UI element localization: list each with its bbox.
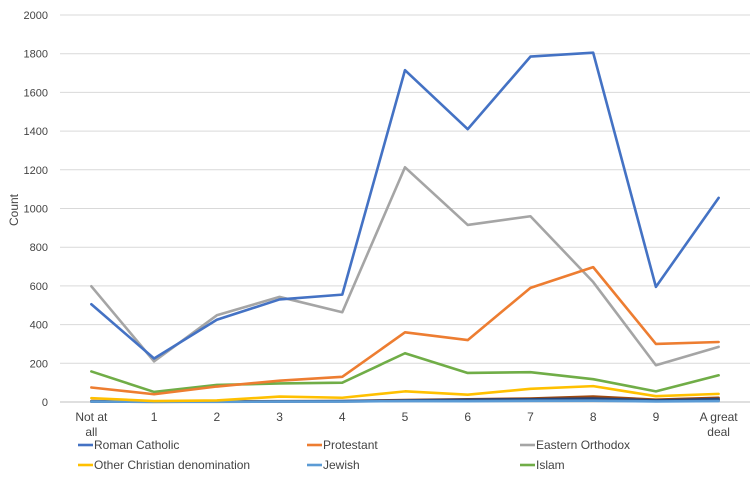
- series-line: [91, 167, 718, 365]
- y-tick-label: 1400: [24, 126, 48, 138]
- legend-label: Jewish: [323, 458, 360, 472]
- legend-item: Eastern Orthodox: [520, 438, 630, 452]
- legend-label: Protestant: [323, 438, 378, 452]
- x-tick-label: A great deal: [700, 410, 739, 439]
- legend-label: Islam: [536, 458, 565, 472]
- series-line: [91, 353, 718, 392]
- x-tick-label: Not at all: [75, 410, 108, 439]
- x-tick-label: 3: [276, 410, 283, 424]
- y-axis-label: Count: [7, 193, 21, 226]
- x-tick-label: 4: [339, 410, 346, 424]
- series-line: [91, 53, 718, 359]
- data-series: [91, 53, 718, 402]
- y-tick-label: 200: [30, 358, 48, 370]
- x-tick-label: 1: [151, 410, 158, 424]
- y-tick-label: 1600: [24, 87, 48, 99]
- y-tick-label: 1800: [24, 49, 48, 61]
- x-axis-ticks: Not at all 1 2 3 4 5 6 7 8 9 A great deal: [75, 410, 738, 439]
- y-tick-label: 600: [30, 281, 48, 293]
- y-tick-label: 1000: [24, 204, 48, 216]
- legend-label: Other Christian denomination: [94, 458, 250, 472]
- legend: Roman Catholic Protestant Eastern Orthodox…: [78, 438, 630, 472]
- x-tick-label: 2: [213, 410, 220, 424]
- x-tick-label: 5: [402, 410, 409, 424]
- y-tick-label: 2000: [24, 10, 48, 22]
- legend-item: Islam: [520, 458, 565, 472]
- y-tick-label: 400: [30, 320, 48, 332]
- x-tick-label: 8: [590, 410, 597, 424]
- legend-label: Roman Catholic: [94, 438, 179, 452]
- legend-item: Protestant: [307, 438, 378, 452]
- legend-label: Eastern Orthodox: [536, 438, 630, 452]
- y-tick-label: 1200: [24, 165, 48, 177]
- x-tick-label: 6: [464, 410, 471, 424]
- legend-item: Roman Catholic: [78, 438, 179, 452]
- y-axis-ticks: 0 200 400 600 800 1000 1200 1400 1600 1800 2000: [24, 10, 48, 409]
- legend-item: Other Christian denomination: [78, 458, 250, 472]
- y-tick-label: 800: [30, 242, 48, 254]
- x-tick-label: 7: [527, 410, 534, 424]
- x-tick-label: 9: [653, 410, 660, 424]
- legend-item: Jewish: [307, 458, 360, 472]
- y-tick-label: 0: [42, 397, 48, 409]
